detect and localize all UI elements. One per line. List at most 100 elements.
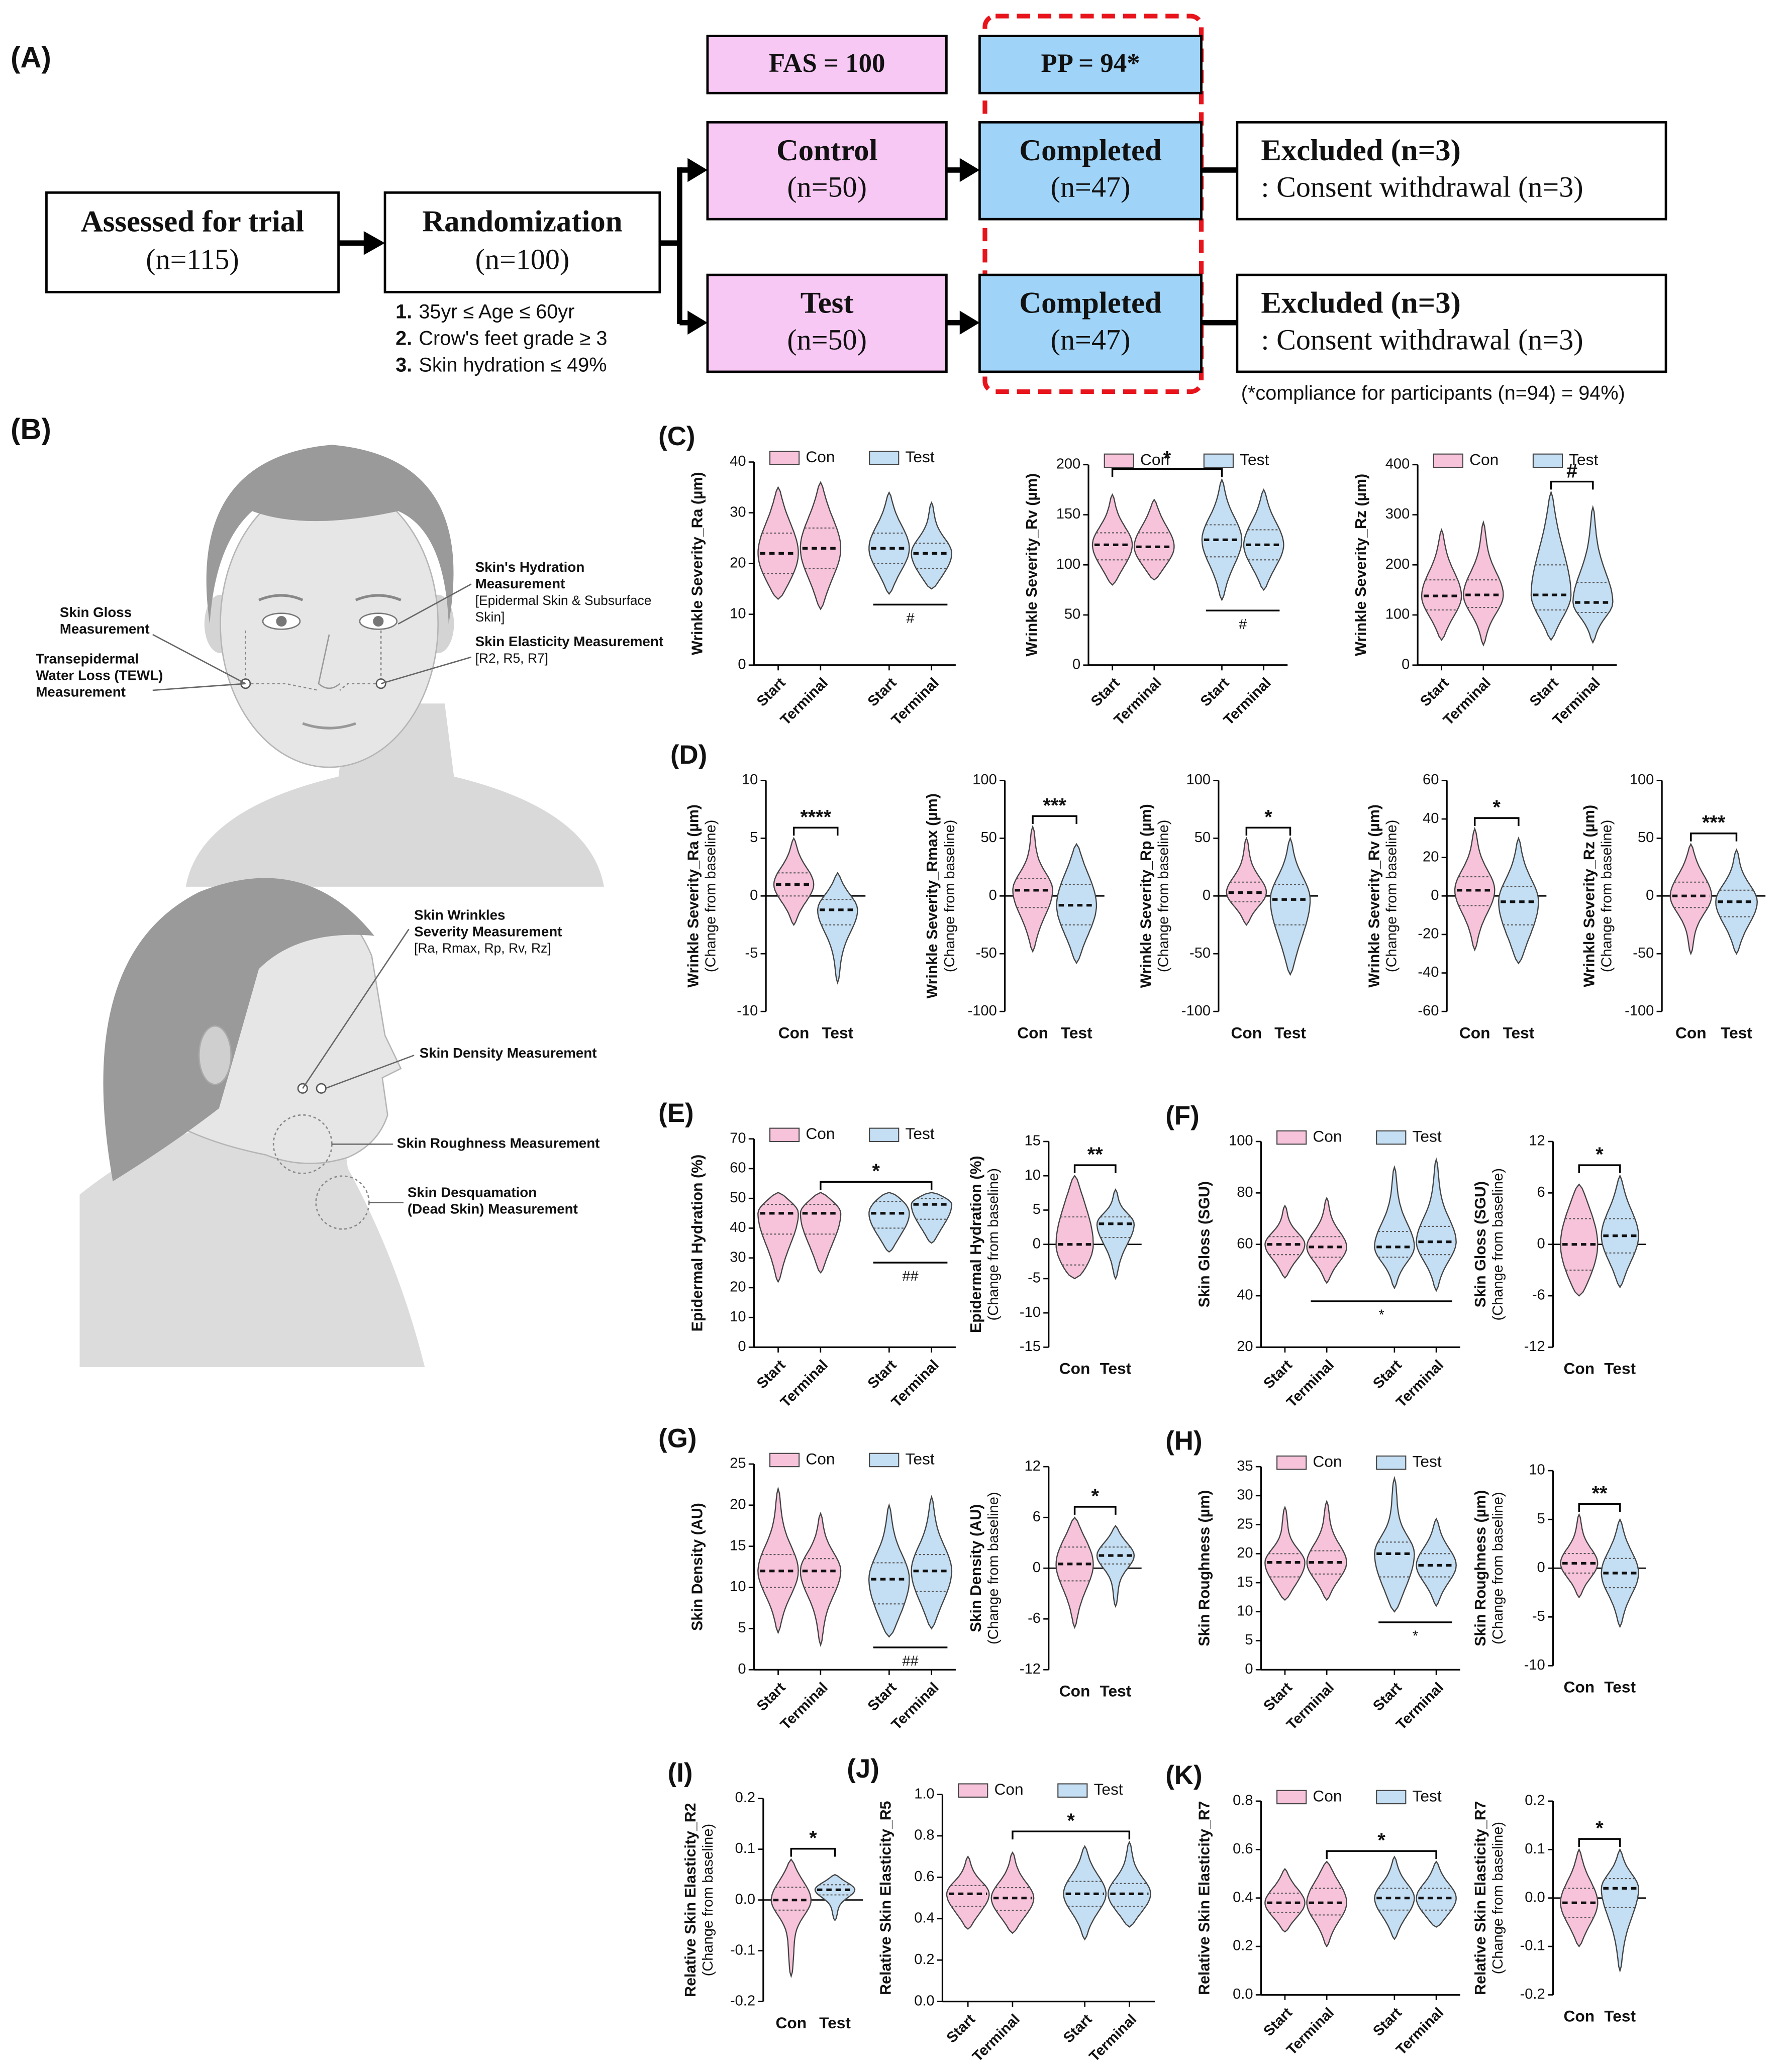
- y-tick-label: 0: [1537, 1235, 1545, 1252]
- illustration-front: [152, 445, 604, 887]
- x-tick-label: Start: [1088, 675, 1123, 710]
- y-tick-label: 1.0: [914, 1786, 934, 1802]
- y-axis-label: Skin Density (AU): [689, 1503, 706, 1631]
- y-tick-label: 100: [1229, 1133, 1253, 1149]
- y-tick-label: 20: [730, 1496, 746, 1512]
- y-tick-label: 10: [1237, 1603, 1253, 1619]
- flow-node: [383, 191, 661, 293]
- legend-swatch: [958, 1783, 988, 1798]
- legend-label: Con: [1469, 450, 1499, 468]
- y-axis-label-2: (Change from baseline): [703, 820, 719, 973]
- y-tick-label: 0: [750, 887, 758, 903]
- y-tick-label: 20: [1423, 849, 1439, 865]
- significance-bracket: [792, 826, 839, 836]
- legend-swatch: [769, 451, 800, 465]
- y-tick-label: 10: [1529, 1462, 1545, 1478]
- legend-swatch: [769, 1127, 800, 1143]
- y-tick-label: -0.1: [730, 1942, 755, 1958]
- x-tick-label: Start: [944, 2011, 979, 2046]
- legend-swatch: [1376, 1790, 1407, 1805]
- significance-bracket: [1111, 468, 1223, 477]
- violin: [1306, 1860, 1347, 1948]
- panel-label: (K): [1165, 1760, 1202, 1790]
- legend-label: Test: [1413, 1127, 1442, 1145]
- y-tick-label: -0.2: [1520, 1986, 1545, 2002]
- significance-label: *: [1596, 1144, 1604, 1166]
- violin: [1306, 1196, 1347, 1284]
- legend-swatch: [1276, 1130, 1307, 1145]
- y-tick-label: -12: [1524, 1338, 1545, 1355]
- y-axis-label-2: (Change from baseline): [1490, 1822, 1506, 1975]
- flow-node-title: Assessed for trial: [81, 205, 304, 239]
- flow-node-subtitle: (n=47): [1051, 323, 1131, 356]
- x-tick-label: Start: [865, 1357, 900, 1392]
- chart: (H) 0 5 10 15 20 25 30 35 Skin Roughness (µm) Star…: [1165, 1426, 1460, 1733]
- x-tick-label: Start: [1370, 1680, 1405, 1715]
- y-tick-label: 10: [742, 772, 758, 788]
- flowchart-arrowheads: [363, 158, 980, 335]
- flow-node-title: Completed: [1019, 134, 1162, 167]
- chart: -12 -6 0 6 12 Skin Gloss (SGU) (Change from ba…: [1472, 1133, 1646, 1378]
- y-tick-label: 100: [1186, 772, 1211, 788]
- x-tick-label: Start: [1060, 2011, 1096, 2046]
- chart: -100 -50 0 50 100 Wrinkle Severity_Rmax (µm)(…: [924, 772, 1105, 1042]
- y-axis-label: Wrinkle Severity_Rmax (µm): [924, 793, 941, 998]
- violin: [911, 1192, 953, 1244]
- y-tick-label: -50: [1633, 945, 1654, 961]
- violin: [1463, 520, 1504, 647]
- y-tick-label: 20: [730, 1279, 746, 1295]
- significance-bracket: [1326, 1850, 1437, 1859]
- significance-bracket: [790, 1847, 836, 1857]
- y-tick-label: 60: [1237, 1235, 1253, 1252]
- y-tick-label: 10: [1025, 1167, 1041, 1183]
- x-tick-label: Con: [1059, 1682, 1090, 1700]
- y-tick-label: -5: [745, 945, 758, 961]
- y-tick-label: 0.0: [914, 1993, 934, 2009]
- y-tick-label: 15: [1025, 1133, 1041, 1149]
- flow-node-title: Test: [801, 286, 854, 320]
- y-tick-label: 5: [1245, 1632, 1253, 1648]
- y-tick-label: -5: [1028, 1270, 1041, 1286]
- panel-label: (H): [1165, 1426, 1202, 1456]
- violin: [1416, 1517, 1457, 1607]
- criterion-number: 1.: [395, 301, 412, 323]
- x-tick-label: Start: [1370, 2005, 1405, 2040]
- y-tick-label: 50: [1064, 606, 1080, 623]
- x-tick-label: Start: [1260, 1357, 1296, 1392]
- x-tick-label: Con: [1459, 1023, 1490, 1042]
- y-tick-label: 300: [1385, 506, 1410, 522]
- y-tick-label: 0: [1033, 1235, 1041, 1252]
- y-tick-label: 0.0: [1525, 1889, 1545, 1905]
- illustration-label: Severity Measurement: [414, 923, 562, 939]
- violin: [800, 481, 842, 610]
- violin: [1560, 1848, 1599, 1948]
- legend-label: Con: [806, 448, 835, 466]
- criterion: 3. Skin hydration ≤ 49%: [395, 354, 607, 376]
- x-tick-label: Start: [754, 675, 789, 710]
- y-tick-label: 40: [1423, 810, 1439, 826]
- significance-bracket: [1245, 826, 1291, 836]
- x-tick-label: Terminal: [1086, 2011, 1140, 2065]
- y-tick-label: 100: [1630, 772, 1654, 788]
- y-tick-label: 15: [730, 1537, 746, 1553]
- y-axis-label: Wrinkle Severity_Rv (µm): [1366, 804, 1383, 988]
- y-tick-label: 25: [730, 1456, 746, 1472]
- y-tick-label: 0.0: [1233, 1986, 1253, 2002]
- y-tick-label: 15: [1237, 1574, 1253, 1590]
- y-tick-label: -20: [1418, 926, 1439, 942]
- y-tick-label: 100: [972, 772, 997, 788]
- y-tick-label: 0: [1245, 1661, 1253, 1677]
- x-tick-label: Test: [1604, 1678, 1636, 1696]
- y-axis-label-2: (Change from baseline): [1384, 820, 1400, 973]
- flow-node: [706, 35, 948, 94]
- panel-label: (D): [670, 740, 707, 770]
- x-tick-label: Start: [865, 675, 900, 710]
- x-tick-label: Con: [776, 2014, 807, 2032]
- y-tick-label: 10: [730, 1309, 746, 1325]
- significance-label: #: [906, 610, 915, 627]
- y-tick-label: 0: [1402, 656, 1410, 672]
- x-tick-label: Con: [1564, 1360, 1595, 1378]
- panel-label: (G): [658, 1423, 696, 1453]
- legend-swatch: [1376, 1130, 1407, 1145]
